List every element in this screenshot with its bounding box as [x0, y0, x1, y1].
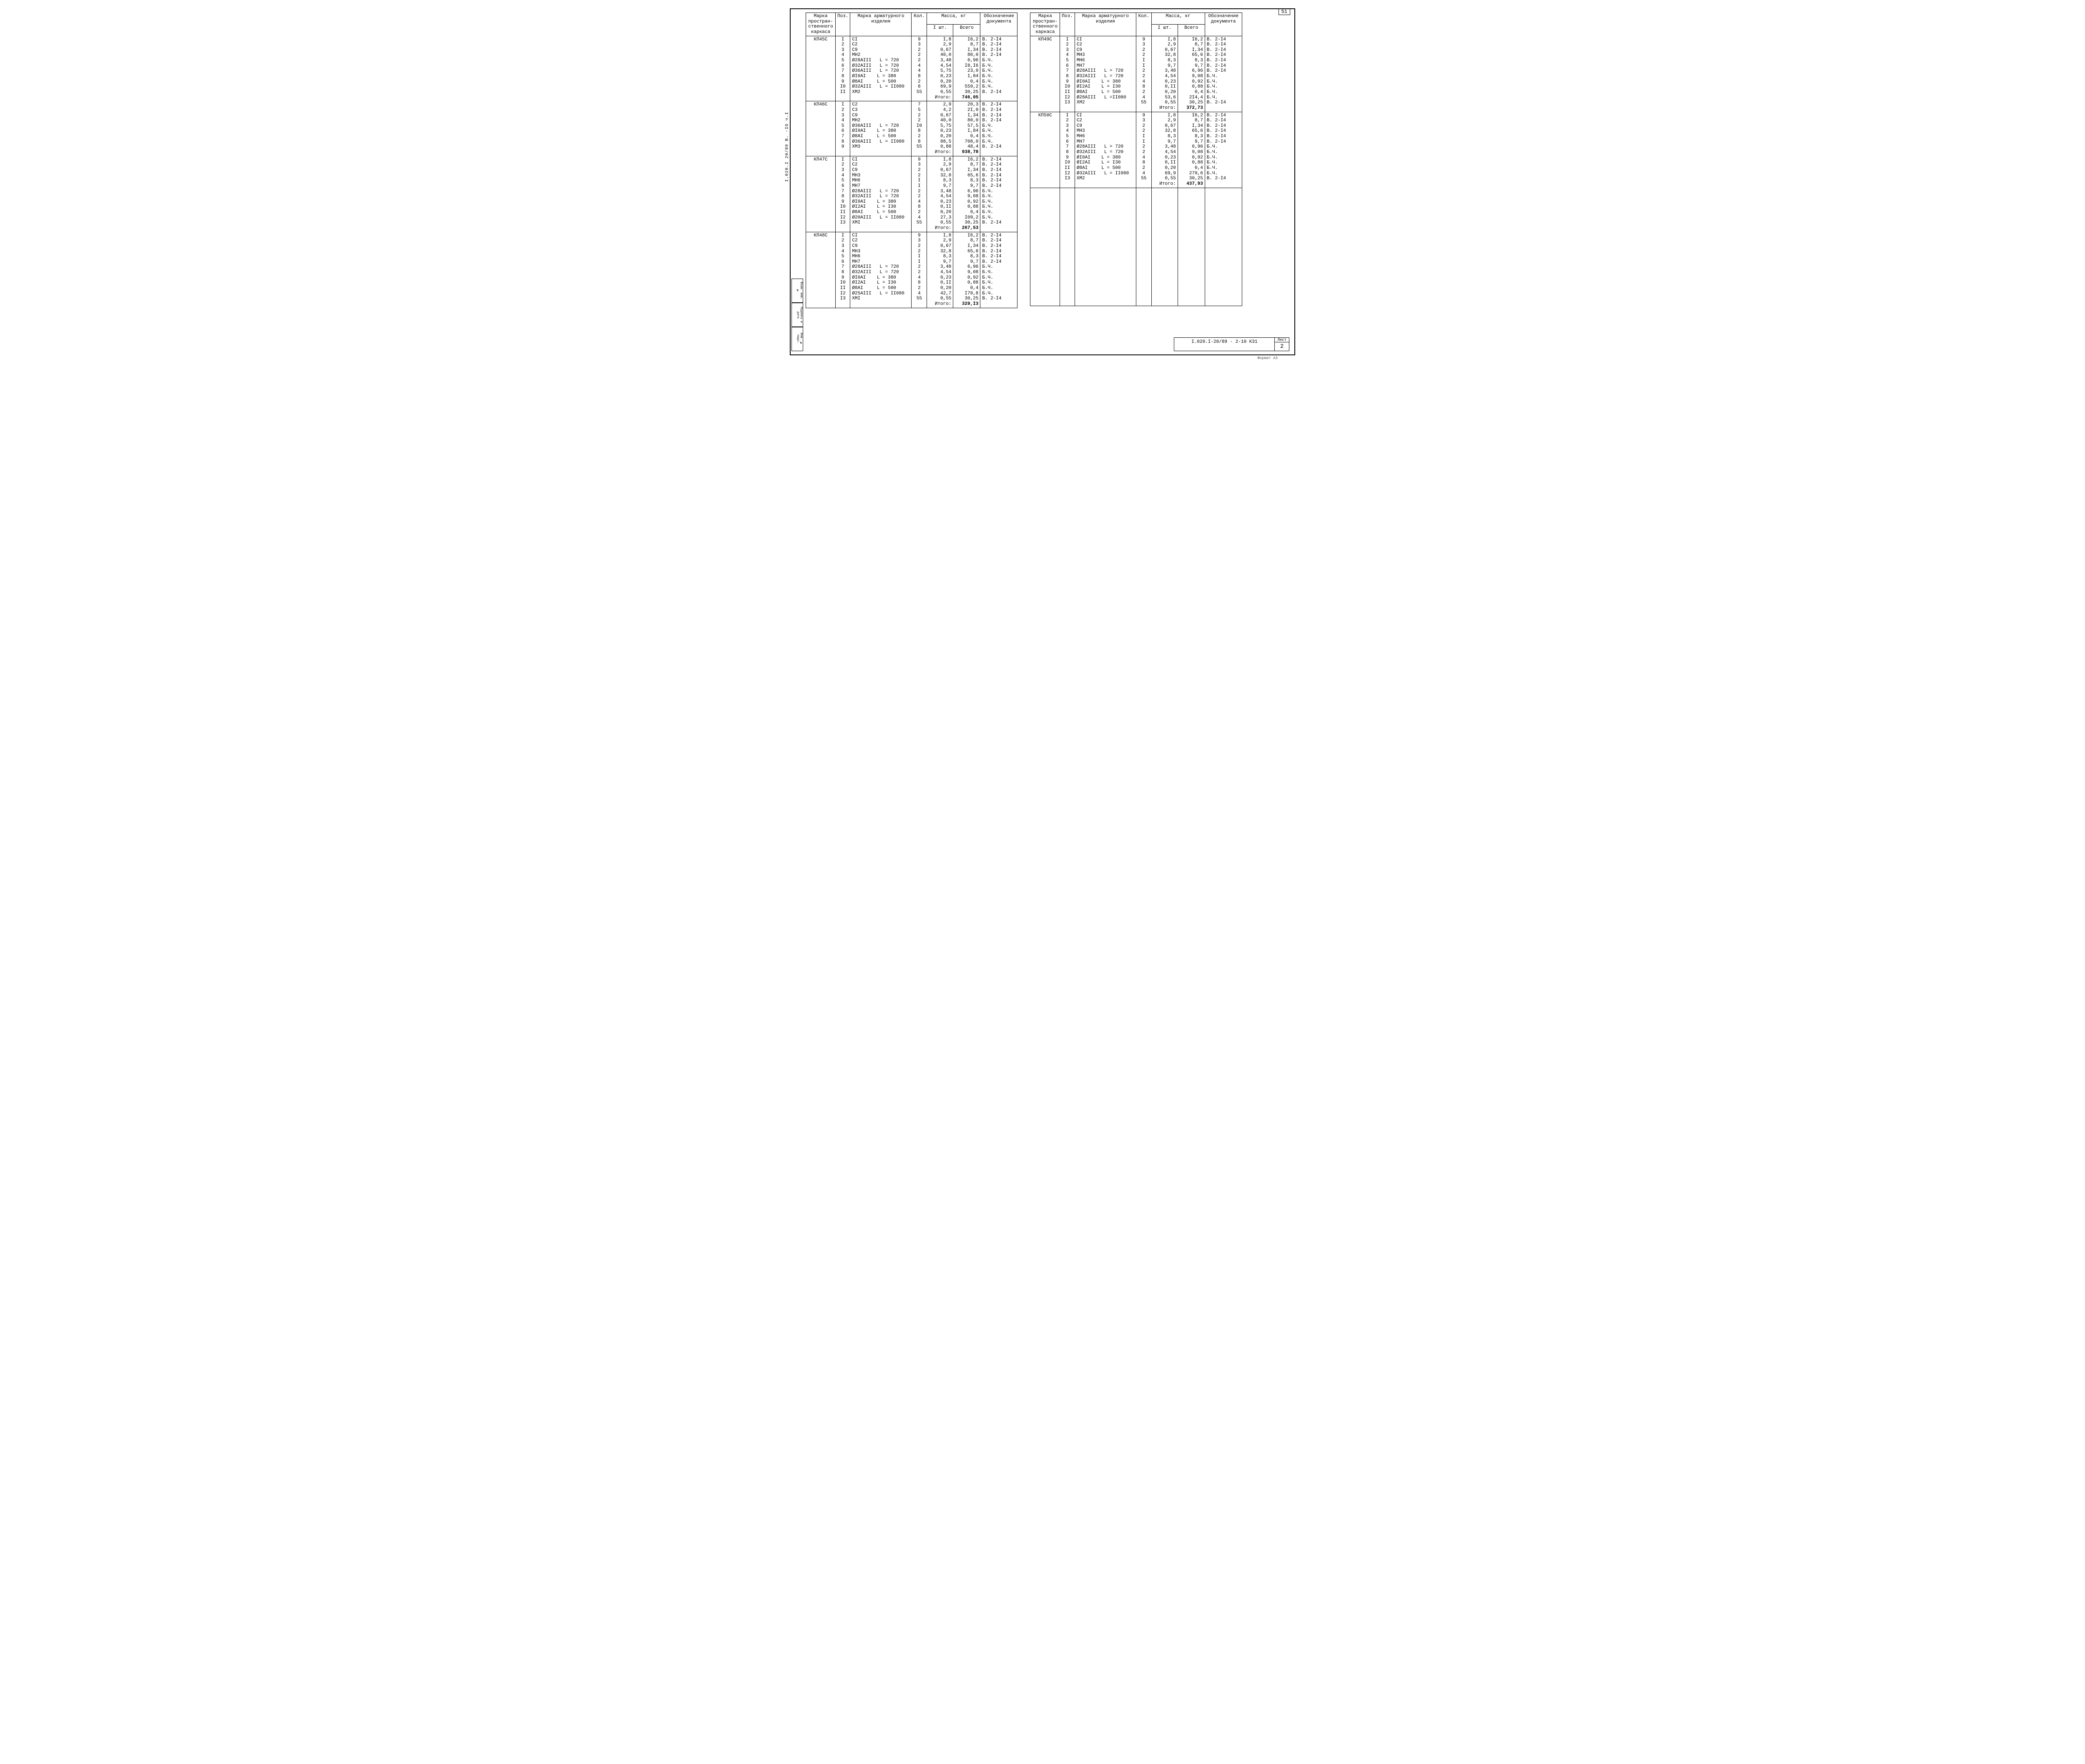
cell-qty [1136, 188, 1151, 306]
th-mass: Масса, кг [1151, 13, 1205, 25]
cell-doc: В. 2-I4В. 2-I4В. 2-I4В. 2-I4В. 2-I4В. 2-… [1205, 112, 1242, 188]
cell-qty: 9322II22482455 [1136, 112, 1151, 188]
cell-doc [1205, 188, 1242, 306]
drawing-page: 51 I.020.I 20/89 В. ‑IO ч.I Взам. инв. №… [790, 8, 1295, 355]
page-number-top: 51 [1279, 8, 1290, 15]
left-revision-stamp: Взам. инв. № Подпись и дата Инв. № подл. [791, 279, 803, 351]
th-mass: Масса, кг [927, 13, 980, 25]
cell-qty: 9322II22482455 [912, 232, 927, 308]
cell-mass-total: I6,28,7I,3465,68,39,76,969,080,920,880,4… [953, 156, 980, 232]
group-row: КП47С I23456789I0III2I3 СIС2С9МН3МН6МН7Ø… [806, 156, 1017, 232]
group-row: КП50С I23456789I0III2I3 СIС2С9МН3МН6МН7Ø… [1030, 112, 1242, 188]
cell-item: СIС2С9МН3МН6МН7Ø28АIII L = 720Ø32АIII L … [1075, 36, 1136, 112]
cell-pos: I23456789I0II [836, 36, 850, 101]
cell-pos: I23456789I0III2I3 [836, 156, 850, 232]
th-mark: Марка простран-ственного каркаса [806, 13, 836, 36]
th-doc: Обозначение документа [980, 13, 1017, 36]
cell-mass-one: I,82,90,6732,88,39,73,484,540,230,II0,20… [927, 232, 953, 308]
cell-pos [1060, 188, 1075, 306]
th-mass-total: Всего [1178, 24, 1205, 36]
drawing-code: I.020.I-20/89 · 2-10 К31 [1174, 338, 1275, 351]
group-row-empty [1030, 188, 1242, 306]
tables-container: Марка простран-ственного каркаса Поз. Ма… [806, 13, 1289, 308]
cell-item: С2С3С9МН2Ø36АIII L = 720ØI0АI L = 380Ø8А… [850, 101, 912, 156]
cell-mass-total: 20,32I,0I,3480,057,5I,840,4708,048,4938,… [953, 101, 980, 156]
format-note: Формат А3 [1257, 356, 1278, 360]
cell-mark: КП47С [806, 156, 836, 232]
sheet-number: 2 [1275, 342, 1289, 351]
cell-item: СIС2С9МН3МН6МН7Ø28АIII L = 720Ø32АIII L … [850, 232, 912, 308]
cell-item [1075, 188, 1136, 306]
title-block: I.020.I-20/89 · 2-10 К31 Лист 2 [1174, 337, 1289, 351]
cell-doc: В. 2-I4В. 2-I4В. 2-I4В. 2-I4В. 2-I4В. 2-… [1205, 36, 1242, 112]
cell-qty: 932224482855 [912, 36, 927, 101]
th-mass-one: I шт. [927, 24, 953, 36]
th-item: Марка арматурного изделия [850, 13, 912, 36]
cell-mark [1030, 188, 1060, 306]
spec-table-right: Марка простран-ственного каркаса Поз. Ма… [1030, 13, 1242, 306]
cell-mass-total: I6,28,7I,3465,68,39,76,969,080,920,880,4… [1178, 36, 1205, 112]
group-row: КП49С I23456789I0III2I3 СIС2С9МН3МН6МН7Ø… [1030, 36, 1242, 112]
cell-mass-one: I,82,90,6732,88,39,73,484,540,230,II0,20… [927, 156, 953, 232]
cell-mass-one: I,82,90,6732,88,39,73,484,540,230,II0,20… [1151, 112, 1178, 188]
group-row: КП45С I23456789I0II СIС2С9МН2Ø28АIII L =… [806, 36, 1017, 101]
cell-pos: I23456789I0III2I3 [836, 232, 850, 308]
stamp-cell: Взам. инв. № [791, 279, 803, 303]
th-pos: Поз. [836, 13, 850, 36]
side-rotated-code: I.020.I 20/89 В. ‑IO ч.I [785, 112, 790, 182]
group-row: КП46С I23456789 С2С3С9МН2Ø36АIII L = 720… [806, 101, 1017, 156]
cell-mark: КП46С [806, 101, 836, 156]
th-mass-total: Всего [953, 24, 980, 36]
cell-item: СIС2С9МН2Ø28АIII L = 720Ø32АIII L = 720Ø… [850, 36, 912, 101]
th-mass-one: I шт. [1151, 24, 1178, 36]
cell-pos: I23456789 [836, 101, 850, 156]
cell-qty: 7522I082855 [912, 101, 927, 156]
stamp-cell: Подпись и дата [791, 303, 803, 327]
th-pos: Поз. [1060, 13, 1075, 36]
th-qty: Кол. [1136, 13, 1151, 36]
cell-pos: I23456789I0III2I3 [1060, 112, 1075, 188]
cell-item: СIС2С9МН3МН6МН7Ø28АIII L = 720Ø32АIII L … [1075, 112, 1136, 188]
cell-mass-one: I,82,90,6732,88,39,73,484,540,230,II0,20… [1151, 36, 1178, 112]
sheet-box: Лист 2 [1275, 338, 1289, 351]
cell-mark: КП48С [806, 232, 836, 308]
group-row: КП48С I23456789I0III2I3 СIС2С9МН3МН6МН7Ø… [806, 232, 1017, 308]
th-doc: Обозначение документа [1205, 13, 1242, 36]
spec-table-left: Марка простран-ственного каркаса Поз. Ма… [806, 13, 1017, 308]
cell-mass-one [1151, 188, 1178, 306]
th-item: Марка арматурного изделия [1075, 13, 1136, 36]
th-mark: Марка простран-ственного каркаса [1030, 13, 1060, 36]
cell-item: СIС2С9МН3МН6МН7Ø28АIII L = 720Ø32АIII L … [850, 156, 912, 232]
cell-mark: КП49С [1030, 36, 1060, 112]
cell-pos: I23456789I0III2I3 [1060, 36, 1075, 112]
cell-mass-one: I,82,90,6740,03,484,545,750,230,2069,90,… [927, 36, 953, 101]
cell-mass-total: I6,28,7I,3465,68,39,76,969,080,920,880,4… [953, 232, 980, 308]
cell-mass-total: I6,28,7I,3465,68,39,76,969,080,920,880,4… [1178, 112, 1205, 188]
cell-mass-total: I6,28,7I,3480,06,96I8,I623,0I,840,4559,2… [953, 36, 980, 101]
cell-doc: В. 2-I4В. 2-I4В. 2-I4В. 2-I4В. 2-I4В. 2-… [980, 232, 1017, 308]
cell-qty: 9322II22482455 [1136, 36, 1151, 112]
sheet-label: Лист [1275, 338, 1289, 342]
stamp-cell: Инв. № подл. [791, 327, 803, 351]
th-qty: Кол. [912, 13, 927, 36]
cell-mass-one: 2,94,20,6740,05,750,230,2088,50,88Итого: [927, 101, 953, 156]
cell-mass-total [1178, 188, 1205, 306]
cell-mark: КП45С [806, 36, 836, 101]
cell-doc: В. 2-I4В. 2-I4В. 2-I4В. 2-I4Б.Ч.Б.Ч.Б.Ч.… [980, 101, 1017, 156]
cell-qty: 9322II22482455 [912, 156, 927, 232]
cell-doc: В. 2-I4В. 2-I4В. 2-I4В. 2-I4В. 2-I4В. 2-… [980, 156, 1017, 232]
cell-mark: КП50С [1030, 112, 1060, 188]
cell-doc: В. 2-I4В. 2-I4В. 2-I4В. 2-I4Б.Ч.Б.Ч.Б.Ч.… [980, 36, 1017, 101]
